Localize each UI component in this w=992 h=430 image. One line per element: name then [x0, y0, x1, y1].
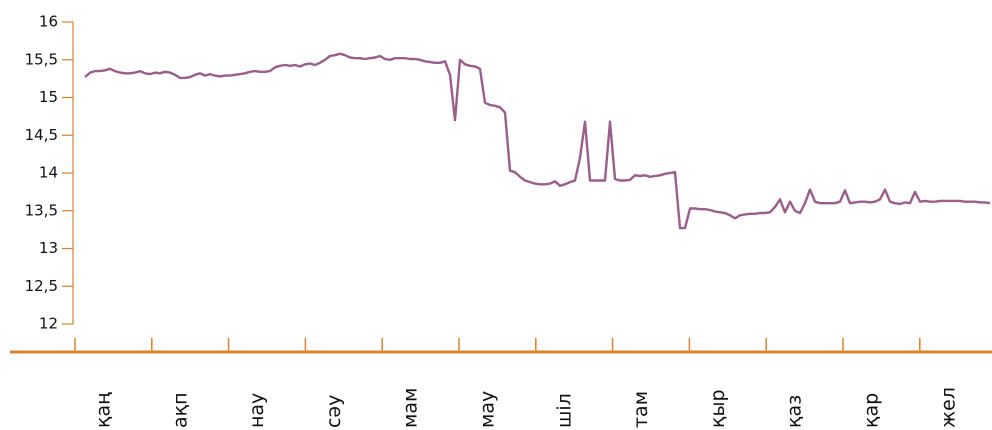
- y-tick-label: 16: [39, 13, 58, 31]
- y-tick-label: 12,5: [25, 277, 58, 295]
- y-tick-label: 14,5: [25, 126, 58, 144]
- y-tick-label: 13,5: [25, 201, 58, 219]
- y-tick-label: 12: [39, 315, 58, 333]
- x-tick-label: қар: [861, 393, 883, 428]
- y-tick-label: 14: [39, 164, 58, 182]
- y-tick-label: 13: [39, 239, 58, 257]
- y-tick-label: 15: [39, 88, 58, 106]
- x-tick-label: там: [630, 391, 652, 428]
- x-tick-label: сәу: [323, 395, 345, 428]
- x-tick-label: мау: [477, 391, 499, 428]
- x-tick-label: қаң: [93, 392, 115, 428]
- y-tick-label: 15,5: [25, 50, 58, 68]
- x-tick-label: қаз: [784, 395, 806, 428]
- x-tick-label: мам: [400, 388, 422, 428]
- x-tick-label: жел: [937, 387, 959, 428]
- x-tick-label: нау: [246, 393, 268, 428]
- x-tick-label: қыр: [707, 389, 729, 428]
- line: [84, 52, 991, 230]
- x-tick-label: шіл: [553, 393, 575, 428]
- x-tick-label: ақп: [169, 392, 191, 428]
